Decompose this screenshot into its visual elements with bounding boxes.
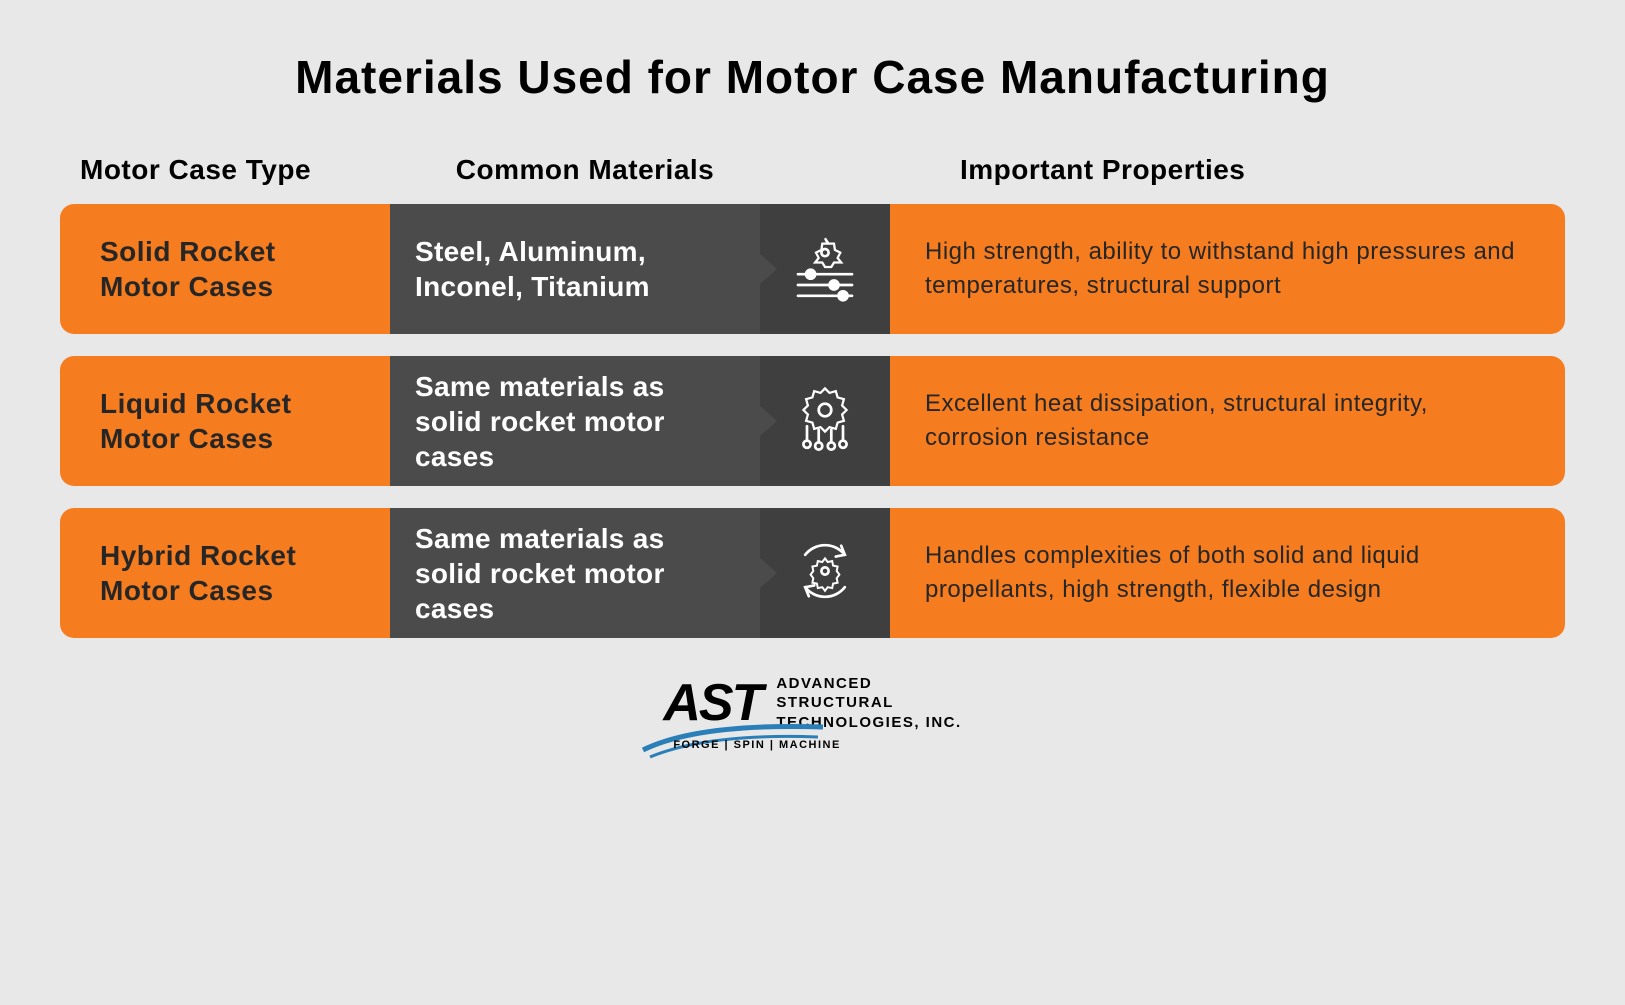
column-header-materials: Common Materials	[400, 154, 770, 186]
cell-properties: Excellent heat dissipation, structural i…	[890, 356, 1565, 486]
cell-materials: Steel, Aluminum, Inconel, Titanium	[390, 204, 760, 334]
cell-materials: Same materials as solid rocket motor cas…	[390, 356, 760, 486]
gear-cycle-icon	[789, 535, 861, 612]
rows-container: Solid Rocket Motor Cases Steel, Aluminum…	[60, 204, 1565, 638]
column-header-properties: Important Properties	[770, 154, 1555, 186]
gear-circuit-icon	[789, 383, 861, 460]
company-line: ADVANCED	[776, 674, 961, 694]
table-row: Liquid Rocket Motor Cases Same materials…	[60, 356, 1565, 486]
cell-icon	[760, 508, 890, 638]
page-title: Materials Used for Motor Case Manufactur…	[60, 50, 1565, 104]
table-row: Hybrid Rocket Motor Cases Same materials…	[60, 508, 1565, 638]
company-line: STRUCTURAL	[776, 693, 961, 713]
column-headers: Motor Case Type Common Materials Importa…	[60, 154, 1565, 186]
cell-properties: High strength, ability to withstand high…	[890, 204, 1565, 334]
logo-tagline: FORGE | SPIN | MACHINE	[673, 739, 841, 751]
arrow-notch	[759, 405, 777, 437]
cell-icon	[760, 356, 890, 486]
cell-motor-type: Solid Rocket Motor Cases	[60, 204, 390, 334]
logo-mark: AST FORGE | SPIN | MACHINE	[663, 673, 761, 733]
column-header-type: Motor Case Type	[70, 154, 400, 186]
cell-materials: Same materials as solid rocket motor cas…	[390, 508, 760, 638]
table-row: Solid Rocket Motor Cases Steel, Aluminum…	[60, 204, 1565, 334]
cell-motor-type: Liquid Rocket Motor Cases	[60, 356, 390, 486]
cell-icon	[760, 204, 890, 334]
arrow-notch	[759, 253, 777, 285]
footer: AST FORGE | SPIN | MACHINE ADVANCED STRU…	[60, 673, 1565, 733]
sliders-gear-icon	[789, 231, 861, 308]
company-logo: AST FORGE | SPIN | MACHINE ADVANCED STRU…	[663, 673, 961, 733]
cell-motor-type: Hybrid Rocket Motor Cases	[60, 508, 390, 638]
arrow-notch	[759, 557, 777, 589]
cell-properties: Handles complexities of both solid and l…	[890, 508, 1565, 638]
